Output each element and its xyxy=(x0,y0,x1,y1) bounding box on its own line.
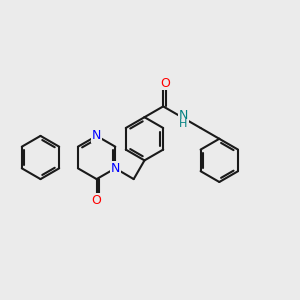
Text: O: O xyxy=(160,77,169,90)
Text: N: N xyxy=(92,129,101,142)
Text: O: O xyxy=(92,194,102,207)
Text: N: N xyxy=(179,109,188,122)
Text: N: N xyxy=(111,162,120,175)
Text: H: H xyxy=(179,119,188,129)
